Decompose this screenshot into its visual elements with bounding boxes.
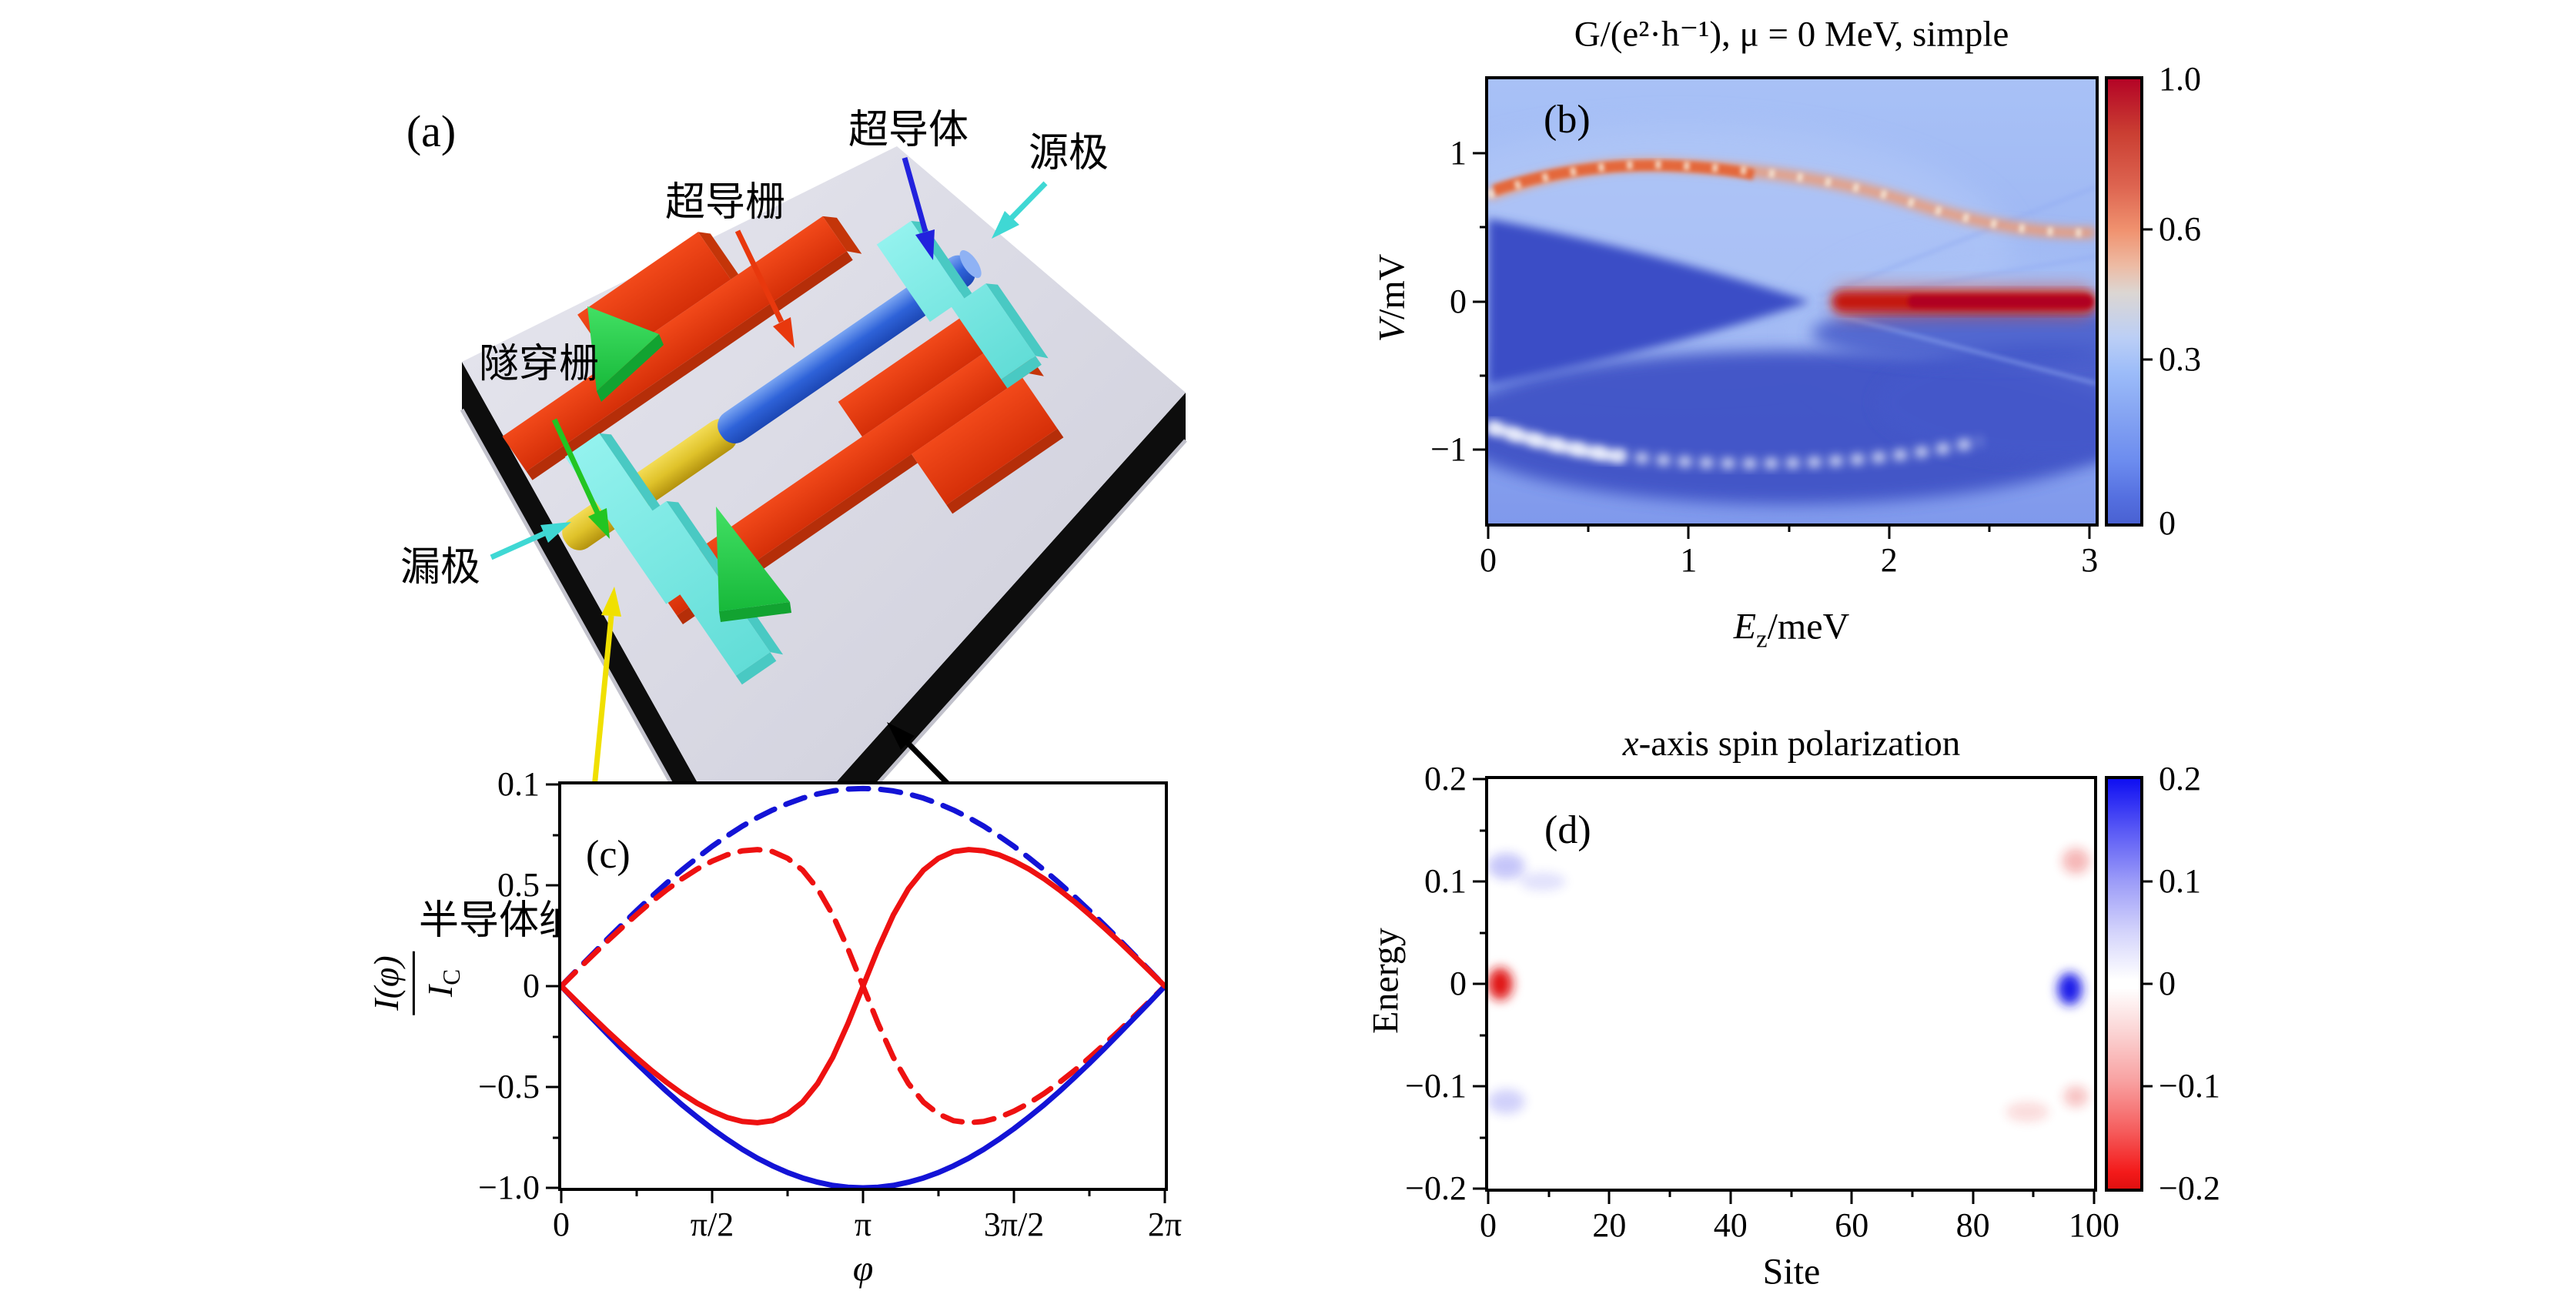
dark-dome-bottom-right [1877,345,2096,460]
panel-d-title: x-axis spin polarization [1623,723,1961,764]
series-trivial-positive [561,785,1165,989]
label-tunneling-gate: 隧穿栅 [479,343,599,386]
superconductor-arrow [902,157,928,232]
c-ylabel-numerator: I(φ) [365,951,415,1015]
b-ylabel-unit: /mV [1371,253,1413,320]
b-colorbar-axis: 1.0 0.6 0.3 0 [2108,62,2201,540]
d-colorbar-axis: 0.2 0.1 0 −0.1 −0.2 [2108,762,2220,1206]
heatmap-spin: 0 20 40 60 80 100 0.2 0.1 0 −0.1 −0.2 (d) [1405,762,2119,1242]
drain-arrow [490,530,546,560]
tunneling-gate-lower [716,507,791,622]
b-ylabel: V/mV [1371,254,1413,343]
blob-excited-left-upper [1488,853,1525,880]
label-superconducting-gate: 超导栅 [665,181,785,225]
bottom-gate-arrow [905,741,953,789]
gap-wedge [1488,219,1810,385]
d-colorbar: 0.2 0.1 0 −0.1 −0.2 [2105,762,2220,1206]
heatmap-b-art [1488,79,2096,523]
blob-faint-left-upper-tail [1519,872,1566,891]
superconductor-arrowhead [915,229,935,260]
annotation-arrows [490,157,1048,882]
blob-majorana-right [2057,972,2083,1005]
b-xlabel: Ez/meV [1734,606,1849,654]
series-trivial-negative [561,983,1165,1188]
zero-bias-peak-core [1908,296,2093,308]
cpr-line-chart: 0 π/2 π 3π/2 2π 0.1 0.5 0 −0.5 −1.0 (c) [478,768,1182,1242]
b-colorbar: 1.0 0.6 0.3 0 [2105,62,2201,540]
b-xlabel-unit: /meV [1767,606,1850,647]
blob-excited-right-lower [2063,1085,2089,1108]
blob-faint-right-lower-tail [2006,1102,2049,1122]
panel-a-tag: (a) [406,106,456,156]
heatmap-d-art [1488,779,2094,1189]
wire-end-cap [959,250,982,279]
drain-arrowhead [540,522,571,543]
super-gate-arrowhead [773,317,795,348]
superconductor-blue-segment [718,255,975,443]
tunneling-gate-arrow [551,418,601,514]
label-source: 源极 [1029,132,1109,176]
panel-d-tag: (d) [1544,808,1591,852]
blob-excited-right-upper [2062,848,2090,875]
tunneling-gate-upper [587,306,664,402]
cpr-curves [561,785,1165,1188]
device-schematic: (a) 隧穿栅 超导栅 超导体 源极 漏极 半导体纳米线 底栅 [400,106,1187,943]
super-gate-arrow [734,229,785,323]
b-xlabel-sub: z [1756,625,1768,654]
c-ylabel-fraction: I(φ) IC [365,951,466,1015]
blob-excited-left-lower [1488,1089,1525,1114]
blob-majorana-left [1488,968,1513,1000]
bottom-gate-arrowhead [887,722,915,750]
b-ylabel-var: V [1371,319,1413,343]
d-title-var: x [1622,724,1639,764]
heatmap-d-background [1488,779,2094,1189]
panel-c-tag: (c) [586,833,631,877]
series-topological-negative [561,847,1165,1125]
d-xlabel: Site [1762,1251,1821,1293]
source-arrowhead [992,211,1019,239]
coherence-arc-bottom-bright [1488,420,1624,463]
c-ylabel-denominator: IC [420,968,466,998]
coherence-arc-top-speckle [1488,160,2096,237]
label-drain: 漏极 [400,546,480,590]
source-arrow [1009,181,1048,220]
label-superconductor: 超导体 [848,109,969,152]
coherence-arc-top-orange [1492,159,1755,196]
d-title-rest: -axis spin polarization [1638,724,1961,764]
c-xlabel: φ [852,1248,874,1289]
b-xlabel-var: E [1733,606,1757,647]
d-ylabel: Energy [1365,928,1407,1034]
panel-b-title: G/(e²·h⁻¹), μ = 0 MeV, simple [1574,14,2009,55]
panel-b-tag: (b) [1544,98,1591,142]
nanowire-arrowhead [601,587,621,617]
c-ylabel: I(φ) IC [365,951,466,1015]
tunneling-gate-arrowhead [588,508,610,539]
